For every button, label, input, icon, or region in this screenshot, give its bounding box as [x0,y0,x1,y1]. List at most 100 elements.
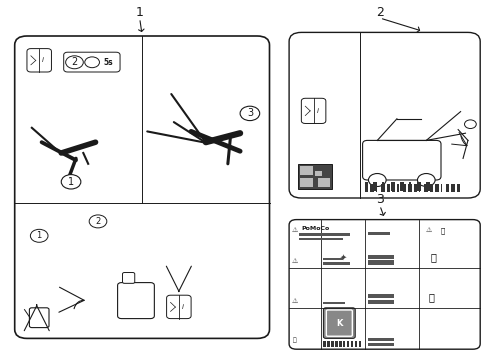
Bar [414,184,417,192]
Bar [417,182,421,191]
FancyBboxPatch shape [289,220,480,349]
Text: 1: 1 [136,6,144,19]
Text: 1: 1 [68,177,74,187]
Text: K: K [336,319,343,328]
Circle shape [368,174,386,186]
Bar [323,238,343,240]
Circle shape [89,215,107,228]
Bar [368,294,394,298]
Text: 1: 1 [37,231,42,240]
Bar [368,343,394,346]
Bar [323,258,343,260]
Bar [457,184,460,192]
FancyBboxPatch shape [118,283,154,319]
FancyBboxPatch shape [289,32,480,198]
FancyBboxPatch shape [301,98,326,123]
Text: 2: 2 [376,6,384,19]
Circle shape [61,175,81,189]
Bar [327,341,330,347]
Bar [339,341,342,347]
FancyBboxPatch shape [64,52,120,72]
Text: 3: 3 [247,108,253,118]
Bar [300,178,313,187]
Bar [419,184,420,192]
Text: 2: 2 [96,217,100,226]
Bar [430,184,433,192]
Bar [424,184,428,192]
Bar [370,184,374,192]
Bar [368,338,394,341]
Text: 3: 3 [376,193,384,206]
Text: ⚠: ⚠ [292,258,298,264]
Bar [376,184,377,192]
Bar [368,255,394,259]
Bar [441,184,442,192]
Bar [299,238,336,240]
Bar [355,341,357,347]
Text: i: i [317,108,318,114]
Bar [359,341,361,347]
Text: ⚠: ⚠ [292,298,298,303]
Circle shape [30,229,48,242]
Bar [365,184,368,192]
Bar [299,233,341,236]
Bar [331,341,334,347]
Bar [351,341,353,347]
Bar [365,182,368,191]
Text: 🔧: 🔧 [431,252,437,262]
Text: ⚠: ⚠ [426,228,432,233]
Text: 5s: 5s [103,58,113,67]
Bar [315,171,322,176]
Text: 🔒: 🔒 [293,337,297,343]
Bar [435,184,439,192]
Bar [446,184,449,192]
FancyBboxPatch shape [167,295,191,319]
FancyBboxPatch shape [29,308,49,328]
Bar [403,184,406,192]
Circle shape [417,174,435,186]
Bar [323,233,350,236]
FancyBboxPatch shape [122,273,135,283]
Circle shape [66,56,83,69]
Bar [381,184,385,192]
FancyBboxPatch shape [15,36,270,338]
Bar [335,341,338,347]
Bar [392,184,395,192]
Bar [426,182,430,191]
Bar [343,341,345,347]
Bar [373,182,377,191]
FancyBboxPatch shape [27,49,51,72]
Text: ⚠: ⚠ [292,228,298,233]
Text: 🌸: 🌸 [428,292,434,302]
Bar [382,182,384,191]
FancyBboxPatch shape [323,308,355,338]
Bar [323,302,345,304]
Bar [400,182,404,191]
Bar [347,341,349,347]
Bar [323,262,350,265]
Bar [387,184,390,192]
Circle shape [85,57,99,68]
Bar [318,178,330,187]
Bar [368,260,394,265]
Bar [368,300,394,304]
FancyBboxPatch shape [363,140,441,180]
Text: 📖: 📖 [441,227,444,234]
FancyBboxPatch shape [326,310,352,336]
Circle shape [240,106,260,121]
Bar [368,232,390,235]
Bar [298,164,332,189]
Bar [300,166,313,175]
Text: PoMoCo: PoMoCo [301,226,330,231]
Bar [397,184,399,192]
Bar [409,182,411,191]
Text: i: i [42,58,44,63]
Text: i: i [182,304,184,310]
Text: 2: 2 [72,57,77,67]
Bar [391,182,395,191]
Bar [323,341,326,347]
Circle shape [465,120,476,129]
Bar [408,184,412,192]
Text: ✦: ✦ [340,253,346,262]
Bar [451,184,455,192]
